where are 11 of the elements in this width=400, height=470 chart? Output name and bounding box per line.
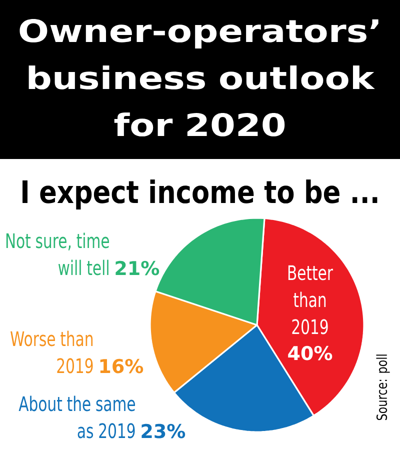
data-label: 40% [288, 346, 332, 360]
data-label: 21% [116, 260, 160, 276]
source-note: Source: poll [376, 354, 390, 420]
slice-label: Worse than 2019 [10, 330, 93, 374]
data-label: 16% [100, 358, 144, 374]
slice-label: About the same as 2019 [18, 396, 136, 438]
data-label: 23% [142, 424, 186, 438]
slice-label: Not sure, time will tell [6, 232, 109, 276]
chart-title: Owner-operators’ business outlook for 2020 [20, 18, 378, 136]
chart-subtitle: I expect income to be ... [22, 179, 378, 210]
slice-label: Better than 2019 [288, 265, 334, 334]
